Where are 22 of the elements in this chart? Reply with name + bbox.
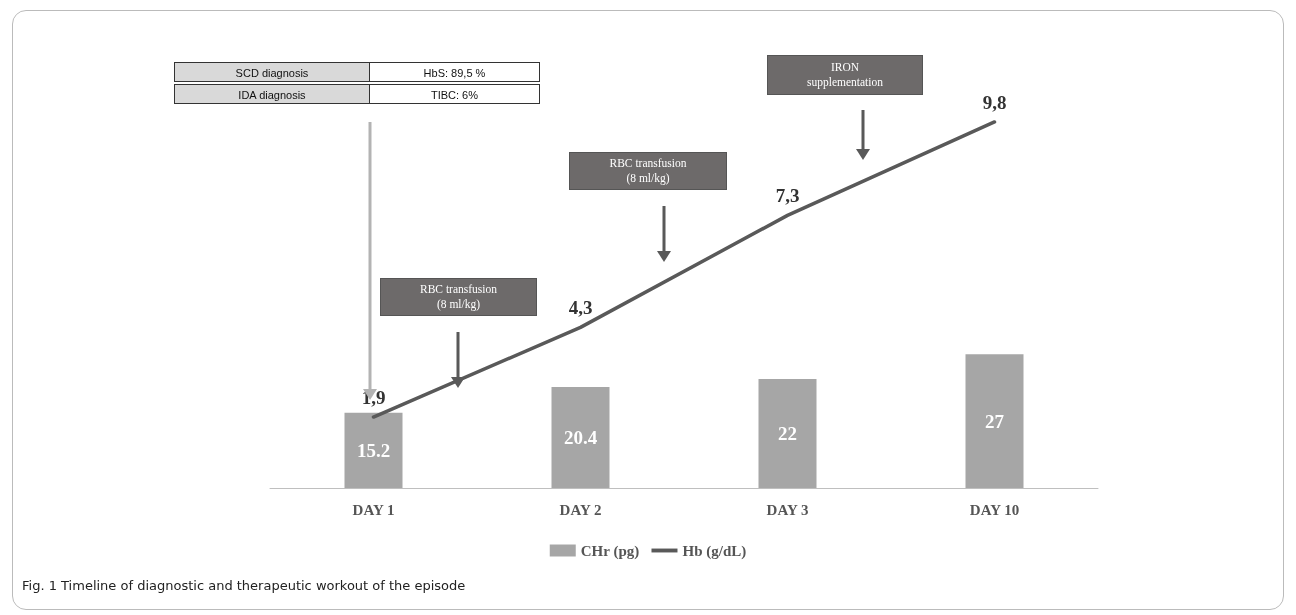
note-box: RBC transfusion (8 ml/kg) xyxy=(569,152,727,190)
data-label: 27 xyxy=(985,410,1005,432)
caption: Fig. 1 Timeline of diagnostic and therapeutic workout of the episode xyxy=(22,578,466,593)
data-label: 7,3 xyxy=(775,185,800,207)
x-tick-label: DAY 10 xyxy=(969,501,1020,518)
bar xyxy=(758,378,817,488)
note-box: IRON supplementation xyxy=(767,55,923,95)
x-tick-label: DAY 2 xyxy=(559,501,602,518)
bar xyxy=(344,412,403,488)
bar xyxy=(965,354,1024,488)
note-box: RBC transfusion (8 ml/kg) xyxy=(380,278,537,316)
x-tick-label: DAY 1 xyxy=(352,501,395,518)
data-label: 15.2 xyxy=(356,439,391,461)
data-label: 9,8 xyxy=(982,91,1007,113)
data-label: 20.4 xyxy=(563,426,598,448)
info-table: SCD diagnosis HbS: 89,5 % IDA diagnosis TIBC: 6% xyxy=(174,62,540,104)
x-tick-label: DAY 3 xyxy=(766,501,809,518)
legend-label: Hb (g/dL) xyxy=(682,542,747,560)
data-label: 22 xyxy=(778,422,797,444)
legend-label: CHr (pg) xyxy=(580,542,640,560)
bar xyxy=(551,386,610,488)
data-label: 4,3 xyxy=(568,297,593,319)
